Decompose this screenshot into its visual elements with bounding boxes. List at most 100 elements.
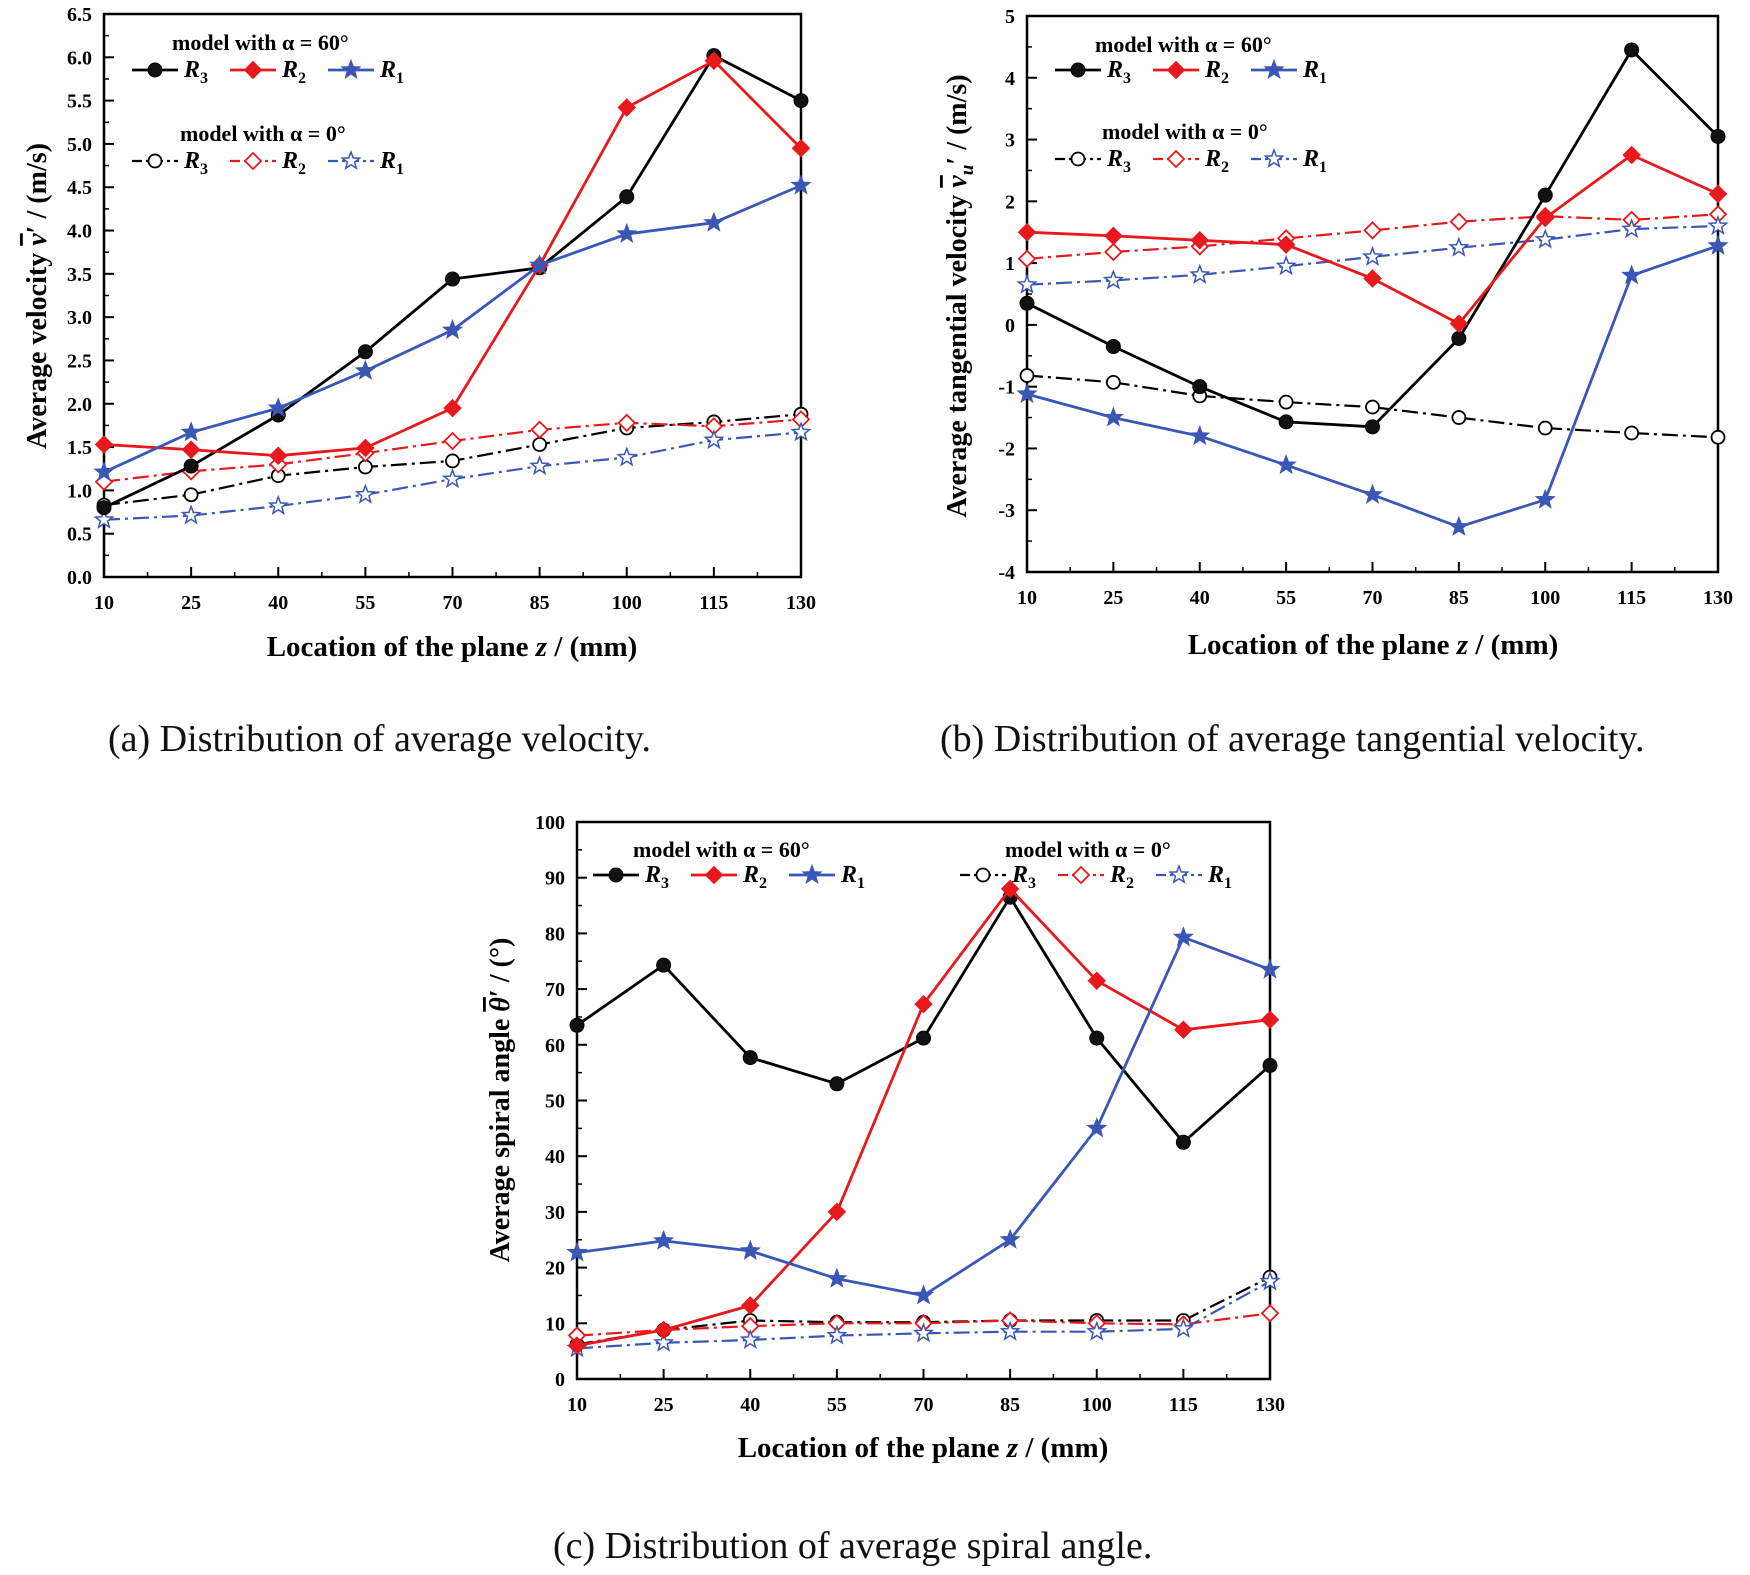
legend-label: R3: [1106, 57, 1131, 87]
data-point: [829, 1076, 845, 1092]
y-tick-label: 0: [1005, 315, 1015, 337]
legend-label: R3: [183, 57, 208, 87]
x-tick-label: 40: [268, 592, 288, 614]
data-point: [617, 98, 637, 117]
legend-title-60-c: model with α = 60°: [633, 837, 810, 862]
data-point: [826, 1324, 848, 1345]
legend-item-r3: R3: [960, 862, 1036, 892]
y-tick-label: 5.0: [67, 134, 92, 156]
legend-title-0-b: model with α = 0°: [1102, 119, 1268, 144]
y-tick-label: 3.0: [67, 307, 92, 329]
y-axis-label-c: Average spiral angle θ′ / (°): [485, 938, 516, 1263]
legend-marker: [1263, 147, 1285, 169]
y-tick-label: 1: [1005, 253, 1015, 275]
legend-label: R1: [379, 57, 404, 87]
data-point: [1104, 226, 1123, 246]
data-point: [653, 1331, 675, 1352]
data-point: [1535, 208, 1555, 228]
x-tick-label: 25: [1103, 587, 1123, 609]
data-point: [1278, 414, 1294, 430]
data-point: [739, 1328, 761, 1350]
data-point: [93, 508, 115, 529]
data-point: [1089, 1030, 1105, 1046]
y-tick-label: 4.5: [67, 177, 92, 199]
y-tick-label: -3: [998, 500, 1015, 522]
y-tick-label: -2: [998, 438, 1015, 460]
data-point: [1534, 488, 1556, 509]
x-tick-label: 115: [699, 592, 728, 614]
x-tick-label: 40: [740, 1394, 760, 1416]
data-point: [1622, 145, 1641, 165]
data-point: [443, 398, 462, 418]
data-point: [1363, 221, 1382, 240]
data-point: [1361, 483, 1384, 504]
legend-row-dashed-b: R3 R2 R1: [1055, 146, 1327, 176]
data-point: [827, 1202, 847, 1222]
chart-panel-c: 10 25 40 55 70 85 100 115 1300102030405060708090…: [485, 812, 1285, 1464]
y-tick-label: 70: [545, 979, 565, 1001]
legend-marker: [1166, 149, 1186, 169]
data-point: [790, 174, 812, 195]
y-tick-label: 0.0: [67, 567, 92, 589]
data-point: [569, 1017, 585, 1033]
x-axis-label-c: Location of the plane z / (mm): [738, 1432, 1109, 1464]
series-line: [576, 935, 1271, 1297]
x-tick-label: 70: [443, 592, 463, 614]
series-r2-alpha60: [94, 51, 811, 466]
y-tick-label: 3.5: [67, 264, 92, 286]
data-point: [566, 1241, 588, 1262]
legend-item-r2: R2: [1058, 862, 1134, 892]
legend-marker: [147, 62, 163, 78]
data-point: [356, 438, 375, 458]
legend-marker: [243, 151, 263, 171]
x-tick-label: 55: [827, 1394, 847, 1416]
data-point: [742, 1050, 758, 1066]
data-point: [1707, 214, 1729, 236]
data-point: [790, 421, 812, 442]
data-point: [912, 1322, 935, 1343]
data-point: [1275, 255, 1297, 276]
legend-row-solid-b: R3 R2 R1: [1055, 57, 1327, 87]
series-r2-alpha60: [1017, 145, 1728, 333]
data-point: [1190, 230, 1210, 250]
x-tick-label: 130: [1703, 587, 1733, 609]
y-tick-label: 40: [545, 1146, 565, 1168]
legend-label: R1: [1302, 146, 1327, 176]
data-point: [357, 344, 373, 360]
data-point: [1276, 235, 1296, 254]
legend-marker: [1071, 865, 1091, 885]
y-tick-label: 100: [535, 812, 565, 834]
data-point: [1104, 242, 1123, 262]
caption-c: (c) Distribution of average spiral angle…: [553, 1525, 1153, 1567]
data-point: [183, 458, 199, 474]
y-tick-label: 5.5: [67, 91, 92, 113]
legend-label: R2: [281, 57, 306, 87]
ticks-a: 10 25 40 55 70 85 100 115 130 0.0 0.5 1.0 1.5 2.0 2.5 3…: [67, 4, 816, 614]
y-tick-label: 4: [1005, 68, 1015, 90]
legend-title-0-a: model with α = 0°: [180, 121, 346, 146]
data-point: [532, 437, 548, 452]
y-tick-label: 2.0: [67, 394, 92, 416]
data-point: [93, 461, 115, 482]
data-point: [529, 454, 551, 476]
data-point: [1017, 249, 1037, 269]
data-point: [1175, 1134, 1191, 1150]
legend-marker: [704, 865, 724, 885]
y-tick-label: 20: [545, 1258, 565, 1280]
legend-item-r3: R3: [593, 862, 669, 892]
legend-marker: [243, 60, 263, 80]
data-point: [1365, 399, 1380, 415]
legend-marker: [801, 863, 823, 885]
data-point: [1105, 374, 1121, 390]
x-tick-label: 70: [914, 1394, 934, 1416]
legend-title-60-b: model with α = 60°: [1095, 32, 1272, 57]
data-point: [914, 994, 933, 1014]
data-point: [567, 1336, 587, 1355]
x-tick-label: 85: [1000, 1394, 1020, 1416]
data-point: [1019, 368, 1035, 383]
series-b: [1016, 42, 1729, 536]
data-point: [1449, 212, 1469, 231]
series-line: [576, 887, 1271, 1347]
data-point: [1448, 515, 1470, 536]
data-point: [1260, 1010, 1280, 1030]
